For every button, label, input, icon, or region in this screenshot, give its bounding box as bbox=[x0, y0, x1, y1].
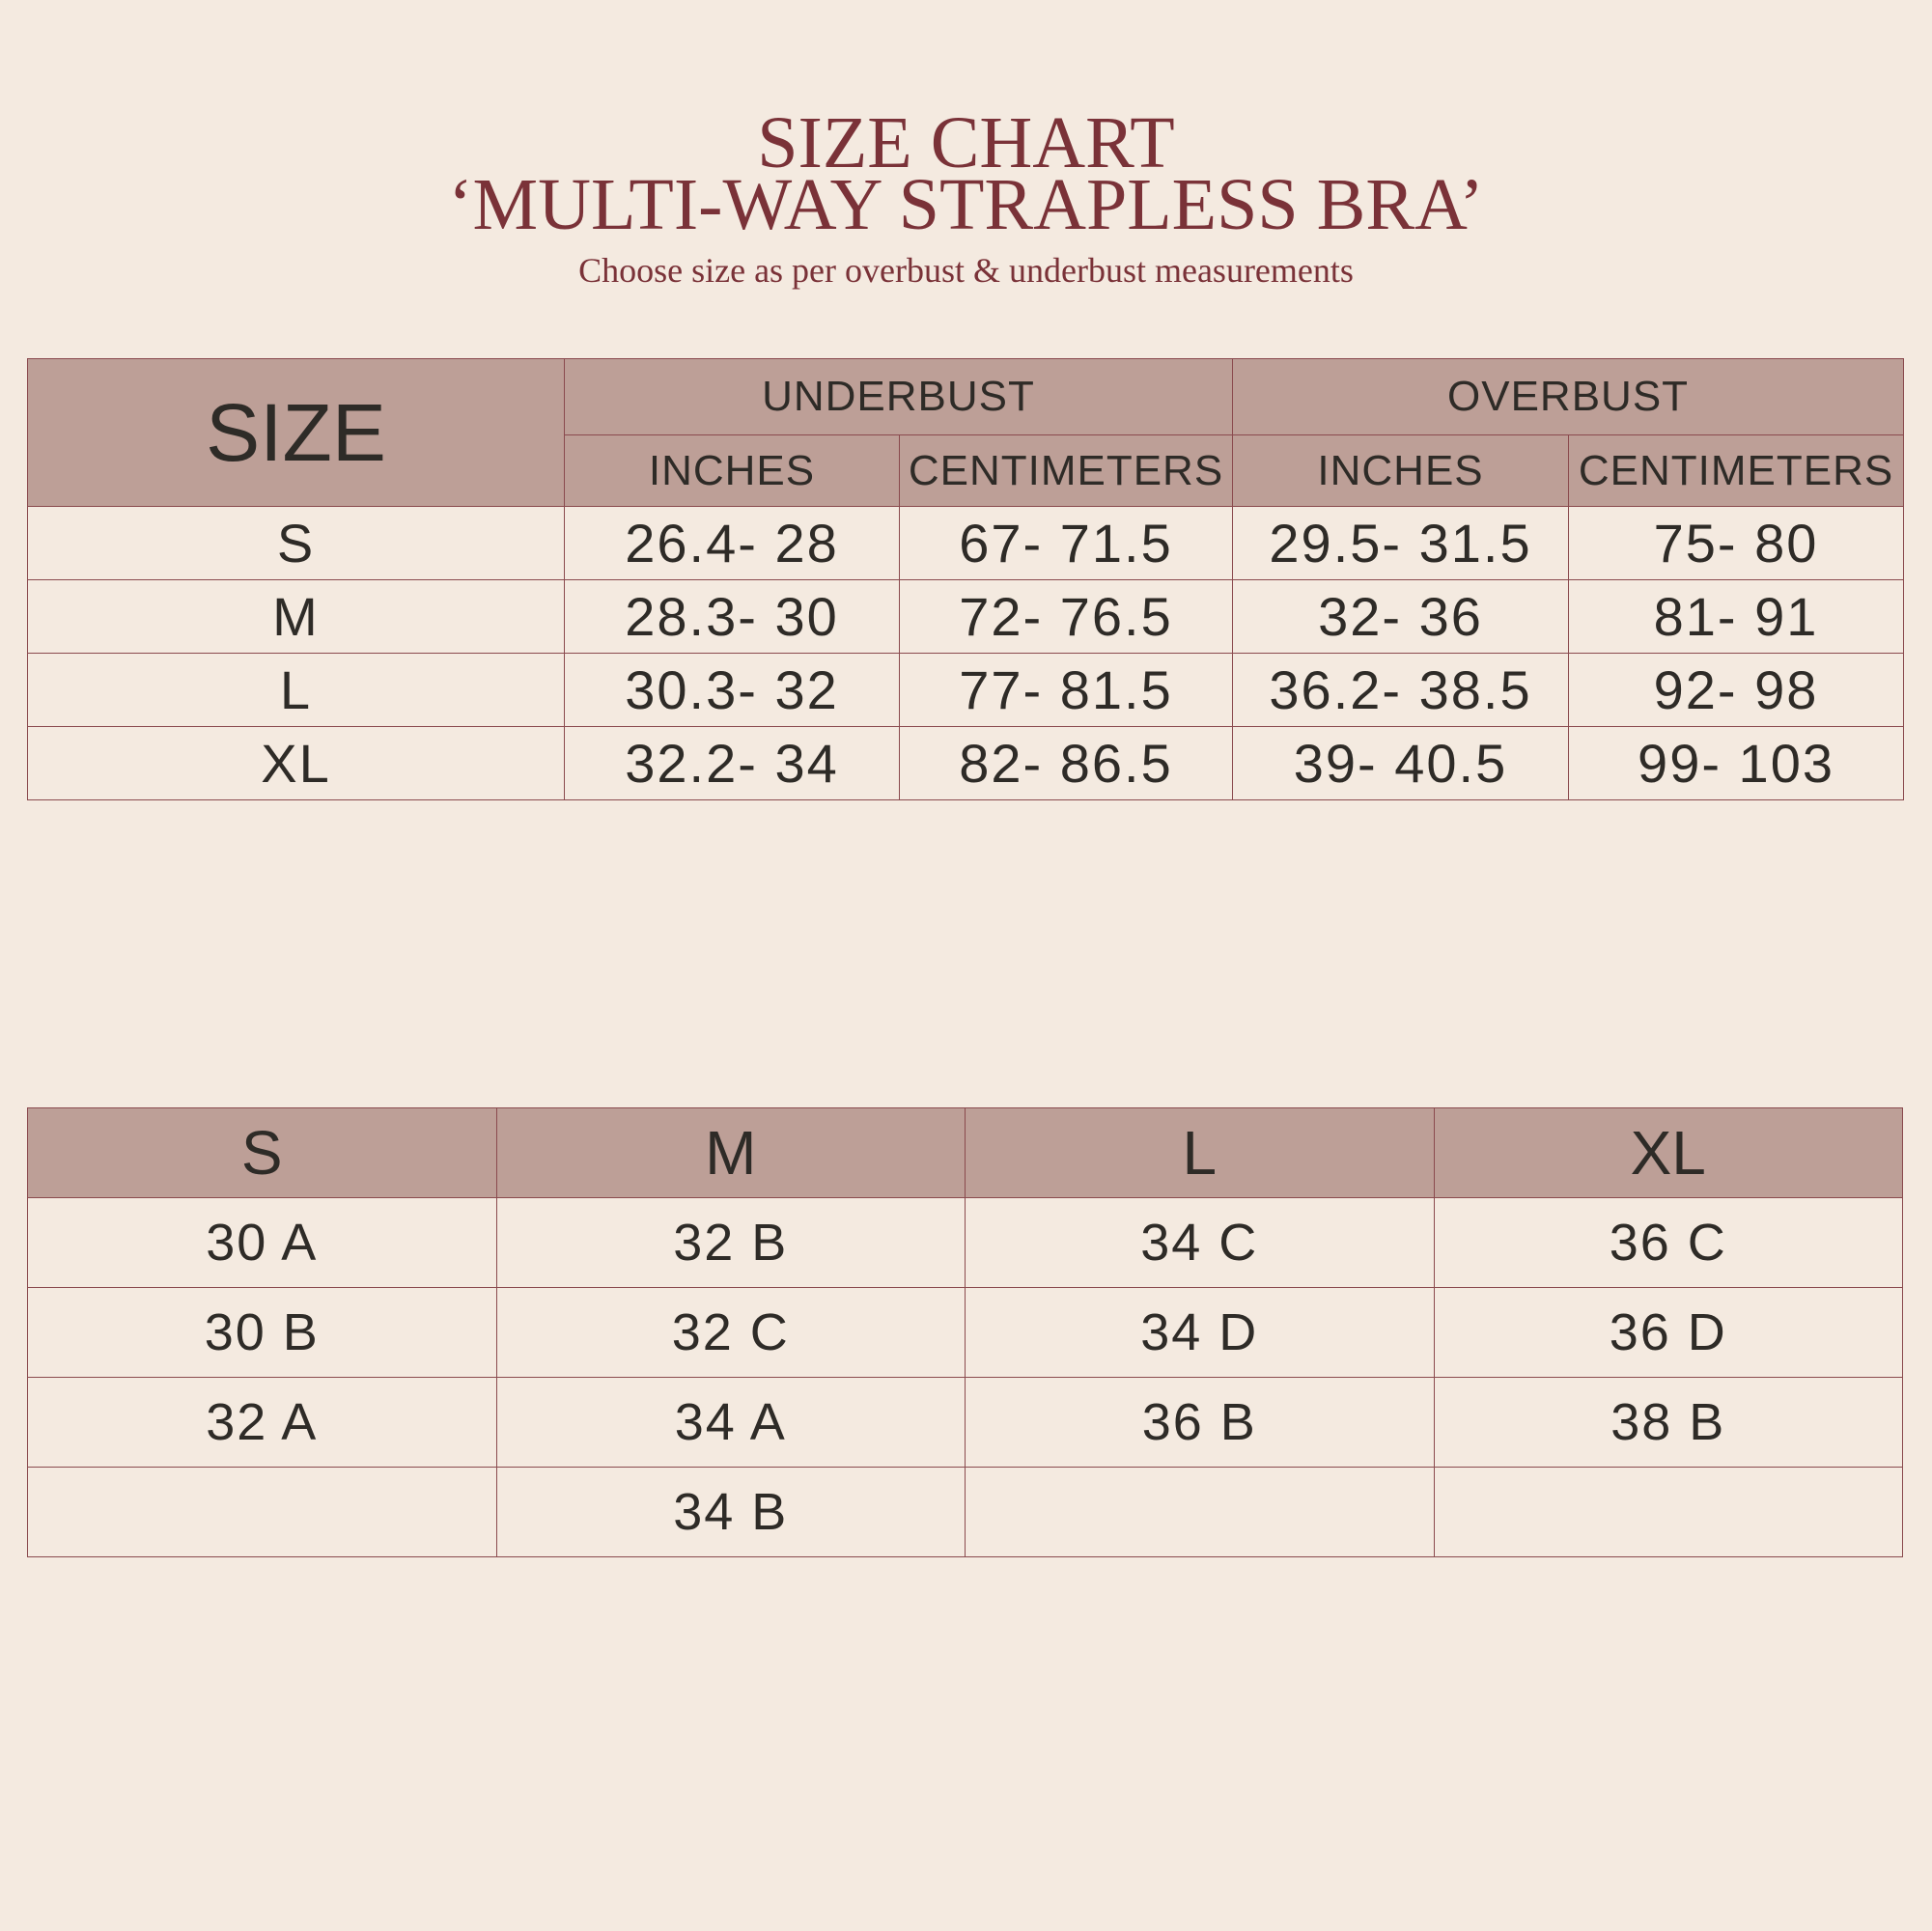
underbust-header: UNDERBUST bbox=[563, 358, 1234, 435]
overbust-inches-header: INCHES bbox=[1232, 434, 1570, 507]
table-row: 32 A 34 A 36 B 38 B bbox=[27, 1377, 1903, 1468]
measurement-cell: 92- 98 bbox=[1568, 653, 1905, 727]
cup-size-cell: 36 D bbox=[1433, 1287, 1903, 1378]
measurement-cell: 75- 80 bbox=[1568, 506, 1905, 580]
measurement-cell: 32- 36 bbox=[1232, 579, 1570, 654]
table-row: S 26.4- 28 67- 71.5 29.5- 31.5 75- 80 bbox=[27, 506, 1905, 580]
column-header-l: L bbox=[965, 1107, 1435, 1198]
measurement-cell: 99- 103 bbox=[1568, 726, 1905, 800]
cup-size-cell: 30 A bbox=[27, 1197, 497, 1288]
cup-size-cell: 38 B bbox=[1433, 1377, 1903, 1468]
measurement-cell: 81- 91 bbox=[1568, 579, 1905, 654]
table-row: 34 B bbox=[27, 1467, 1903, 1557]
column-header-s: S bbox=[27, 1107, 497, 1198]
cup-size-table: S M L XL 30 A 32 B 34 C 36 C 30 B 32 C 34 D 36 … bbox=[27, 1107, 1903, 1557]
measurement-cell: 39- 40.5 bbox=[1232, 726, 1570, 800]
measurement-cell: 77- 81.5 bbox=[898, 653, 1234, 727]
measurement-cell: 32.2- 34 bbox=[564, 726, 900, 800]
table-row: 30 A 32 B 34 C 36 C bbox=[27, 1197, 1903, 1288]
column-header-m: M bbox=[495, 1107, 966, 1198]
cup-size-cell: 34 C bbox=[965, 1197, 1435, 1288]
measurement-cell: 67- 71.5 bbox=[898, 506, 1234, 580]
cup-size-cell: 36 B bbox=[965, 1377, 1435, 1468]
measurement-cell: 26.4- 28 bbox=[564, 506, 900, 580]
cup-size-cell: 34 B bbox=[495, 1467, 966, 1557]
cup-size-cell: 34 D bbox=[965, 1287, 1435, 1378]
measurement-cell: 28.3- 30 bbox=[564, 579, 900, 654]
cup-size-cell: 34 A bbox=[495, 1377, 966, 1468]
cup-size-cell bbox=[27, 1467, 497, 1557]
measurement-cell: 36.2- 38.5 bbox=[1232, 653, 1570, 727]
overbust-header: OVERBUST bbox=[1232, 358, 1905, 435]
subtitle: Choose size as per overbust & underbust … bbox=[578, 251, 1354, 290]
size-header: SIZE bbox=[27, 358, 565, 507]
underbust-cm-header: CENTIMETERS bbox=[898, 434, 1234, 507]
size-cell: S bbox=[27, 506, 565, 580]
title-line-2: ‘MULTI-WAY STRAPLESS BRA’ bbox=[448, 164, 1484, 245]
table-row: M 28.3- 30 72- 76.5 32- 36 81- 91 bbox=[27, 579, 1905, 654]
measurement-cell: 82- 86.5 bbox=[898, 726, 1234, 800]
cup-size-cell: 36 C bbox=[1433, 1197, 1903, 1288]
measurement-cell: 30.3- 32 bbox=[564, 653, 900, 727]
cup-size-cell: 32 B bbox=[495, 1197, 966, 1288]
table-row: 30 B 32 C 34 D 36 D bbox=[27, 1287, 1903, 1378]
column-header-xl: XL bbox=[1433, 1107, 1903, 1198]
size-cell: L bbox=[27, 653, 565, 727]
cup-size-cell: 32 C bbox=[495, 1287, 966, 1378]
cup-size-cell: 32 A bbox=[27, 1377, 497, 1468]
overbust-cm-header: CENTIMETERS bbox=[1568, 434, 1905, 507]
table-row: L 30.3- 32 77- 81.5 36.2- 38.5 92- 98 bbox=[27, 653, 1905, 727]
measurement-cell: 72- 76.5 bbox=[898, 579, 1234, 654]
underbust-inches-header: INCHES bbox=[564, 434, 900, 507]
table-row: XL 32.2- 34 82- 86.5 39- 40.5 99- 103 bbox=[27, 726, 1905, 800]
cup-size-cell: 30 B bbox=[27, 1287, 497, 1378]
measurement-table: SIZE UNDERBUST OVERBUST INCHES CENTIMETE… bbox=[27, 358, 1905, 800]
measurement-cell: 29.5- 31.5 bbox=[1232, 506, 1570, 580]
size-cell: M bbox=[27, 579, 565, 654]
size-cell: XL bbox=[27, 726, 565, 800]
title-line-1: SIZE CHART bbox=[757, 102, 1175, 183]
cup-size-cell bbox=[965, 1467, 1435, 1557]
cup-size-cell bbox=[1433, 1467, 1903, 1557]
